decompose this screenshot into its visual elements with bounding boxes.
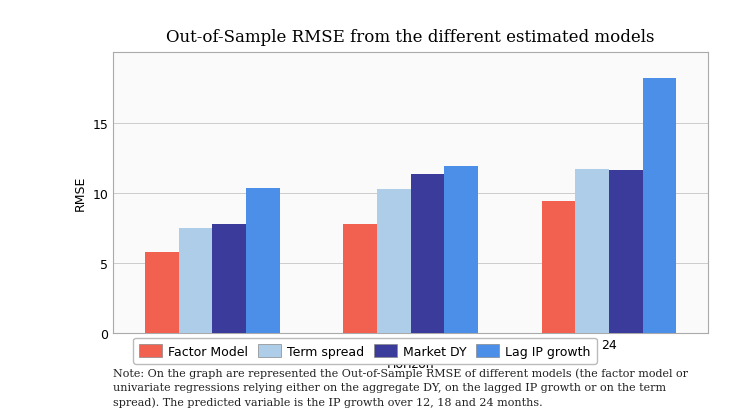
Bar	[542, 202, 575, 333]
Bar	[377, 190, 410, 333]
Bar	[179, 228, 212, 333]
Legend: Factor Model, Term spread, Market DY, Lag IP growth: Factor Model, Term spread, Market DY, La…	[133, 338, 597, 364]
Text: Note: On the graph are represented the Out-of-Sample RMSE of different models (t: Note: On the graph are represented the O…	[113, 368, 688, 407]
Bar	[609, 171, 642, 333]
Y-axis label: RMSE: RMSE	[74, 175, 87, 211]
Bar	[445, 166, 478, 333]
Bar	[575, 169, 609, 333]
Bar	[212, 224, 246, 333]
Bar	[145, 252, 179, 333]
Bar	[410, 174, 445, 333]
Title: Out-of-Sample RMSE from the different estimated models: Out-of-Sample RMSE from the different es…	[166, 29, 655, 46]
X-axis label: Horizon: Horizon	[387, 357, 434, 370]
Bar	[343, 225, 377, 333]
Bar	[246, 189, 280, 333]
Bar	[642, 79, 677, 333]
